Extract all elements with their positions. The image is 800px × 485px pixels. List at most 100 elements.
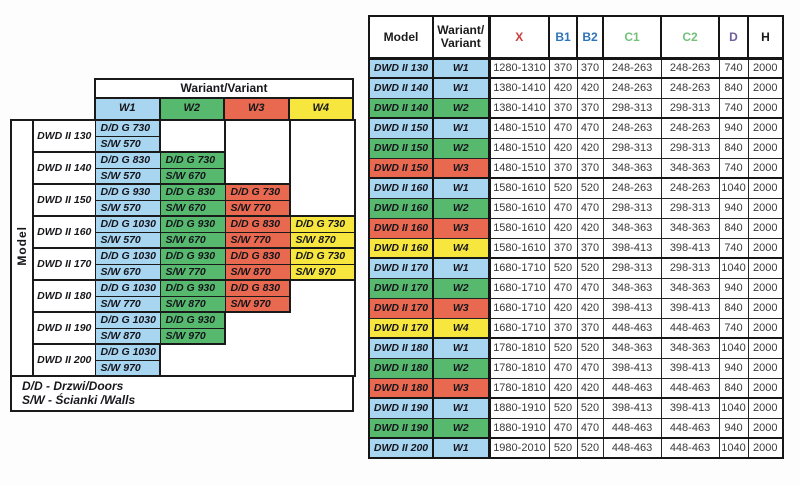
variant-cell: W3: [432, 157, 490, 179]
dim-h-cell: 2000: [747, 137, 784, 159]
dim-c2-cell: 248-263: [660, 77, 720, 99]
dim-b2-cell: 370: [576, 317, 604, 339]
dim-d-cell: 1040: [718, 177, 749, 199]
matrix-cell: S/W 870: [289, 231, 356, 249]
dim-b2-cell: 420: [576, 377, 604, 399]
matrix-cell: D/D G 1030: [94, 215, 161, 233]
dim-x-cell: 1580-1610: [487, 237, 550, 259]
dim-d-cell: 1040: [718, 437, 749, 459]
variant-cell: W2: [432, 197, 490, 219]
dim-c1-cell: 398-413: [602, 297, 662, 319]
dim-d-cell: 940: [718, 197, 749, 219]
dim-b1-cell: 470: [548, 357, 578, 379]
dim-c1-cell: 248-263: [602, 57, 662, 79]
column-header-c2: C2: [660, 15, 720, 60]
dim-c2-cell: 248-263: [660, 117, 720, 139]
dim-h-cell: 2000: [747, 237, 784, 259]
variant-cell: W3: [432, 217, 490, 239]
dim-c1-cell: 448-463: [602, 317, 662, 339]
matrix-cell: S/W 770: [224, 199, 291, 217]
dim-x-cell: 1580-1610: [487, 217, 550, 239]
header-row: Model Wariant/ Variant X B1 B2 C1 C2 D H: [368, 15, 784, 60]
dim-c1-cell: 248-263: [602, 77, 662, 99]
dim-b1-cell: 370: [548, 317, 578, 339]
dim-b1-cell: 370: [548, 97, 578, 119]
dim-c2-cell: 248-263: [660, 177, 720, 199]
matrix-cell: D/D G 1030: [94, 279, 161, 297]
matrix-cell: D/D G 930: [159, 215, 226, 233]
dim-b1-cell: 420: [548, 77, 578, 99]
dim-b1-cell: 470: [548, 277, 578, 299]
model-cell: DWD II 150: [368, 157, 434, 179]
dim-b1-cell: 520: [548, 257, 578, 279]
model-axis-label: Model: [15, 225, 29, 266]
table-row: DWD II 140 W2 1380-1410 370 370 298-313 298-31…: [368, 97, 784, 119]
dim-h-cell: 2000: [747, 317, 784, 339]
dim-c1-cell: 448-463: [602, 417, 662, 439]
table-row: DWD II 170 W4 1680-1710 370 370 448-463 448-46…: [368, 317, 784, 339]
dim-b1-cell: 520: [548, 337, 578, 359]
model-name-cell: DWD II 180: [32, 279, 96, 313]
model-cell: DWD II 170: [368, 297, 434, 319]
column-header-d: D: [718, 15, 749, 60]
dim-x-cell: 1380-1410: [487, 97, 550, 119]
dim-x-cell: 1480-1510: [487, 117, 550, 139]
model-cell: DWD II 160: [368, 197, 434, 219]
dim-c2-cell: 298-313: [660, 137, 720, 159]
matrix-cell: D/D G 830: [224, 247, 291, 265]
dim-b2-cell: 470: [576, 277, 604, 299]
dim-c2-cell: 398-413: [660, 237, 720, 259]
dim-b2-cell: 370: [576, 157, 604, 179]
column-header-h: H: [747, 15, 784, 60]
dim-c1-cell: 448-463: [602, 437, 662, 459]
table-row: DWD II 160 W2 1580-1610 470 470 298-313 298-31…: [368, 197, 784, 219]
dim-b2-cell: 420: [576, 217, 604, 239]
model-cell: DWD II 140: [368, 77, 434, 99]
table-row: DWD II 130 W1 1280-1310 370 370 248-263 248-26…: [368, 57, 784, 79]
dim-c1-cell: 298-313: [602, 257, 662, 279]
matrix-cell: D/D G 730: [289, 247, 356, 265]
dim-c2-cell: 348-363: [660, 277, 720, 299]
dim-c2-cell: 348-363: [660, 217, 720, 239]
dim-h-cell: 2000: [747, 97, 784, 119]
dim-b2-cell: 470: [576, 197, 604, 219]
legend: D/D - Drzwi/Doors S/W - Ścianki /Walls: [10, 375, 354, 412]
model-name-cell: DWD II 130: [32, 119, 96, 153]
matrix-cell: S/W 870: [94, 327, 161, 345]
dim-b1-cell: 370: [548, 237, 578, 259]
dim-b2-cell: 520: [576, 337, 604, 359]
dim-b2-cell: 470: [576, 417, 604, 439]
matrix-row: DWD II 150 D/D G 930 D/D G 830 D/D G 730: [11, 183, 355, 217]
table-row: DWD II 140 W1 1380-1410 420 420 248-263 248-26…: [368, 77, 784, 99]
table-row: DWD II 180 W2 1780-1810 470 470 398-413 398-41…: [368, 357, 784, 379]
dim-h-cell: 2000: [747, 177, 784, 199]
dim-h-cell: 2000: [747, 117, 784, 139]
model-cell: DWD II 190: [368, 397, 434, 419]
dim-d-cell: 1040: [718, 397, 749, 419]
dim-c2-cell: 298-313: [660, 197, 720, 219]
variant-header-w4: W4: [289, 99, 354, 119]
table-row: DWD II 150 W1 1480-1510 470 470 248-263 248-26…: [368, 117, 784, 139]
matrix-empty-cell: [290, 279, 355, 376]
matrix-row: DWD II 160 D/D G 1030 D/D G 930 D/D G 83…: [11, 215, 356, 249]
dim-x-cell: 1280-1310: [487, 57, 550, 79]
matrix-header: Wariant/Variant W1 W2 W3 W4: [94, 78, 354, 119]
matrix-cell: D/D G 1030: [94, 343, 161, 361]
dim-d-cell: 1040: [718, 257, 749, 279]
matrix-cell: D/D G 930: [159, 247, 226, 265]
dim-d-cell: 840: [718, 77, 749, 99]
model-cell: DWD II 150: [368, 117, 434, 139]
dim-b2-cell: 370: [576, 57, 604, 79]
dim-c2-cell: 448-463: [660, 377, 720, 399]
matrix-row: S/W 970: [11, 359, 355, 377]
dim-c1-cell: 248-263: [602, 177, 662, 199]
table-row: DWD II 160 W1 1580-1610 520 520 248-263 248-26…: [368, 177, 784, 199]
model-axis: Model: [11, 120, 34, 376]
dim-c2-cell: 398-413: [660, 297, 720, 319]
dim-b1-cell: 370: [548, 157, 578, 179]
model-name-cell: DWD II 150: [32, 183, 96, 217]
column-header-b2: B2: [576, 15, 604, 60]
dim-x-cell: 1880-1910: [487, 417, 550, 439]
matrix-cell: D/D G 730: [224, 183, 291, 201]
dim-h-cell: 2000: [747, 77, 784, 99]
